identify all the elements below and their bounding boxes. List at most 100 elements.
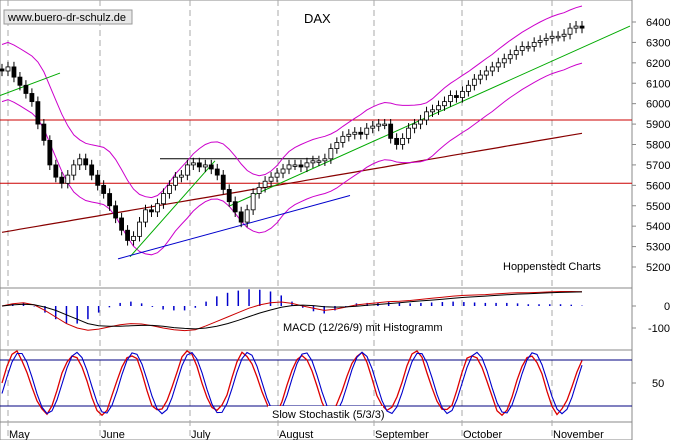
candle-down	[41, 123, 47, 141]
month-label: June	[101, 429, 125, 440]
trendline-green-july	[129, 160, 216, 258]
candle-up	[513, 50, 519, 56]
moving-average-line	[1, 132, 583, 233]
candle-down	[394, 137, 400, 145]
candle-down	[220, 174, 226, 190]
candle-up	[137, 221, 142, 237]
candle-up	[268, 176, 274, 182]
candle-up	[549, 35, 555, 39]
candle-down	[214, 168, 220, 176]
bollinger-upper	[1, 5, 583, 199]
candle-up	[280, 168, 286, 174]
candle-up	[184, 164, 190, 176]
candle-down	[11, 66, 17, 78]
candle-up	[531, 42, 537, 47]
candle-up	[5, 66, 11, 72]
candle-up	[131, 235, 136, 241]
candle-up	[364, 127, 370, 135]
candle-up	[190, 162, 196, 166]
month-label: October	[463, 429, 502, 440]
macd-label: MACD (12/26/9) mit Histogramm	[283, 322, 443, 334]
candle-down	[125, 229, 130, 241]
candle-up	[477, 74, 483, 80]
candle-up	[328, 148, 334, 160]
watermark: www.buero-dr-schulz.de	[7, 12, 126, 24]
y-tick-label: 6100	[646, 78, 670, 90]
candle-down	[238, 211, 244, 223]
watermark-box	[3, 9, 133, 25]
macd-line	[1, 291, 583, 332]
candle-up	[77, 158, 83, 166]
candle-down	[298, 164, 304, 168]
macd-y-tick-label: 0	[664, 301, 670, 313]
y-tick-label: 5800	[646, 140, 670, 152]
macd-y-tick-label: -100	[648, 323, 670, 335]
x-axis: May June July August September October Novembe…	[9, 429, 604, 440]
trendline-green-main	[229, 25, 631, 207]
candle-up	[167, 184, 172, 194]
candle-down	[454, 95, 459, 98]
candle-up	[448, 95, 453, 103]
chart-title: DAX	[304, 11, 331, 26]
candle-down	[47, 140, 53, 166]
stochastic-label-box	[268, 406, 383, 420]
source-label: Hoppenstedt Charts	[503, 261, 601, 273]
y-tick-label: 6300	[646, 37, 670, 49]
candle-up	[501, 58, 507, 64]
candle-up	[483, 70, 489, 76]
month-label: July	[191, 429, 211, 440]
macd-signal-line	[1, 291, 583, 330]
stochastic-panel	[0, 349, 632, 417]
candle-up	[352, 131, 358, 135]
candle-down	[119, 217, 124, 231]
macd-panel	[1, 289, 583, 332]
candle-up	[322, 158, 328, 162]
y-tick-label: 5700	[646, 160, 670, 172]
candle-up	[244, 209, 250, 223]
candle-up	[543, 37, 549, 41]
candle-up	[155, 203, 160, 213]
candle-down	[23, 84, 29, 94]
candle-down	[17, 76, 23, 86]
chart-frame	[0, 0, 633, 440]
month-label: August	[279, 429, 313, 440]
candle-up	[202, 164, 208, 168]
candle-up	[143, 209, 148, 223]
candle-up	[71, 164, 77, 176]
y-tick-label: 5500	[646, 201, 670, 213]
candle-down	[29, 93, 35, 103]
candle-up	[400, 137, 406, 145]
candle-up	[507, 54, 513, 60]
candle-up	[310, 160, 316, 164]
y-axis: 6400 6300 6200 6100 6000 5900 5800 5700 5600 5500…	[632, 17, 670, 390]
candle-up	[537, 39, 543, 43]
y-tick-label: 5200	[646, 262, 670, 274]
stochastic-y-tick-label: 50	[652, 378, 664, 390]
candle-down	[113, 205, 119, 219]
main-panel	[0, 5, 632, 260]
candle-up	[161, 193, 166, 205]
candle-down	[232, 201, 238, 213]
candle-down	[107, 193, 113, 207]
candle-up	[376, 123, 382, 127]
candle-up	[250, 193, 256, 211]
candle-down	[149, 209, 154, 213]
y-tick-label: 6200	[646, 58, 670, 70]
y-tick-label: 5900	[646, 119, 670, 131]
candle-up	[561, 33, 567, 37]
y-tick-label: 5300	[646, 242, 670, 254]
candle-down	[226, 189, 232, 203]
candle-up	[430, 109, 435, 113]
y-tick-label: 5600	[646, 180, 670, 192]
candle-up	[274, 172, 280, 178]
candle-up	[424, 111, 429, 121]
y-tick-label: 5400	[646, 221, 670, 233]
candle-down	[101, 184, 107, 194]
candle-up	[418, 119, 423, 125]
candle-up	[304, 162, 310, 168]
candle-up	[178, 174, 184, 178]
candle-up	[256, 186, 262, 194]
candle-up	[460, 91, 465, 98]
month-label: September	[375, 429, 429, 440]
